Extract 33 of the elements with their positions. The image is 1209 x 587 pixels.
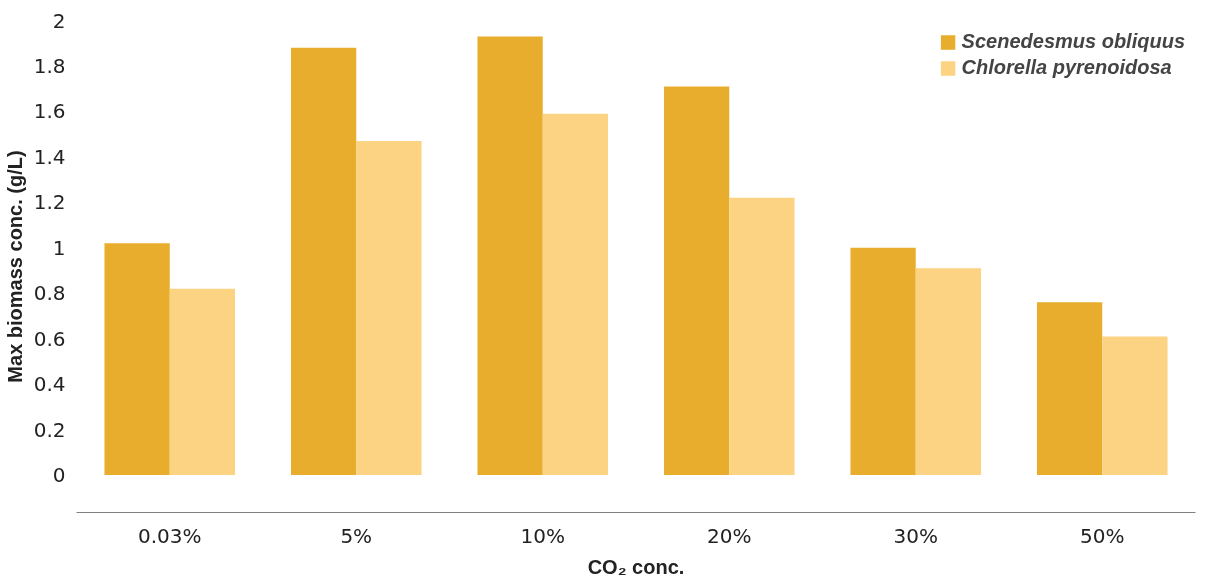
bar (290, 47, 357, 475)
y-tick-label: 0.2 (33, 417, 66, 442)
bar (1102, 336, 1168, 475)
bar (1036, 302, 1103, 475)
x-axis-title: CO₂ conc. (587, 555, 685, 578)
y-tick-label: 0 (52, 463, 66, 487)
legend-label: Chlorella pyrenoidosa (961, 56, 1172, 79)
y-tick-label: 1 (52, 235, 66, 260)
bar (915, 268, 982, 475)
x-tick-label: 0.03% (137, 523, 202, 548)
x-tick-label: 5% (340, 523, 373, 548)
bar (850, 247, 916, 475)
x-tick-label: 10% (520, 523, 565, 548)
bar (356, 140, 422, 475)
x-tick-label: 50% (1080, 523, 1125, 548)
bar (169, 288, 236, 475)
bar (477, 36, 543, 475)
y-tick-label: 2 (52, 8, 66, 33)
bar (663, 86, 730, 475)
y-tick-label: 0.8 (33, 281, 66, 306)
y-tick-label: 1.2 (33, 190, 66, 215)
bar (729, 197, 795, 475)
y-tick-label: 1.4 (33, 144, 66, 169)
y-tick-label: 0.6 (33, 326, 66, 351)
x-tick-label: 30% (893, 523, 938, 548)
y-tick-label: 1.6 (33, 99, 66, 124)
bar (542, 113, 609, 475)
x-tick-label: 20% (707, 523, 752, 548)
y-tick-label: 0.4 (33, 372, 66, 397)
legend-label: Scenedesmus obliquus (961, 30, 1185, 53)
bar (104, 243, 170, 475)
y-tick-label: 1.8 (33, 53, 66, 78)
y-axis-title: Max biomass conc. (g/L) (3, 150, 26, 383)
